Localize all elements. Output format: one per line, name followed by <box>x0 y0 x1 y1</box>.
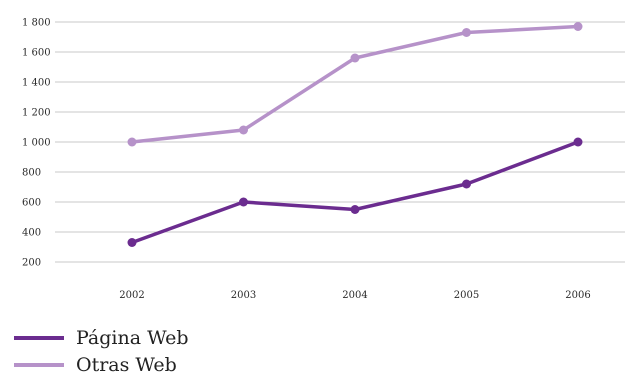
data-point <box>127 137 137 147</box>
x-tick-label: 2004 <box>342 290 367 301</box>
data-point <box>350 53 360 63</box>
data-point <box>127 238 137 247</box>
legend: Página Web Otras Web <box>14 327 189 373</box>
legend-label: Otras Web <box>76 354 177 373</box>
y-tick-label: 1 800 <box>22 18 51 29</box>
x-axis-tick-labels: 2002 2003 2004 2005 2006 <box>119 290 590 301</box>
y-tick-label: 1 400 <box>22 78 51 89</box>
series-line <box>130 140 580 245</box>
y-tick-label: 600 <box>22 198 41 209</box>
x-tick-label: 2006 <box>565 290 590 301</box>
y-tick-label: 200 <box>22 258 41 269</box>
data-point <box>573 22 583 31</box>
y-tick-label: 1 000 <box>22 138 51 149</box>
data-point <box>462 28 471 37</box>
data-point <box>462 179 471 189</box>
series-line <box>130 24 580 144</box>
y-axis-tick-labels: 1 800 1 600 1 400 1 200 1 000 800 600 400 200 <box>22 18 51 269</box>
data-point <box>350 205 360 214</box>
y-tick-label: 800 <box>22 168 41 179</box>
x-tick-label: 2002 <box>119 290 144 301</box>
data-point <box>239 197 248 207</box>
y-tick-label: 1 200 <box>22 108 51 119</box>
data-point <box>573 137 583 147</box>
grid-lines <box>55 21 625 263</box>
legend-label: Página Web <box>76 327 189 349</box>
data-point <box>239 125 248 135</box>
x-tick-label: 2005 <box>454 290 479 301</box>
series-lines <box>127 22 583 247</box>
y-tick-label: 1 600 <box>22 48 51 59</box>
x-tick-label: 2003 <box>231 290 256 301</box>
y-tick-label: 400 <box>22 228 41 239</box>
